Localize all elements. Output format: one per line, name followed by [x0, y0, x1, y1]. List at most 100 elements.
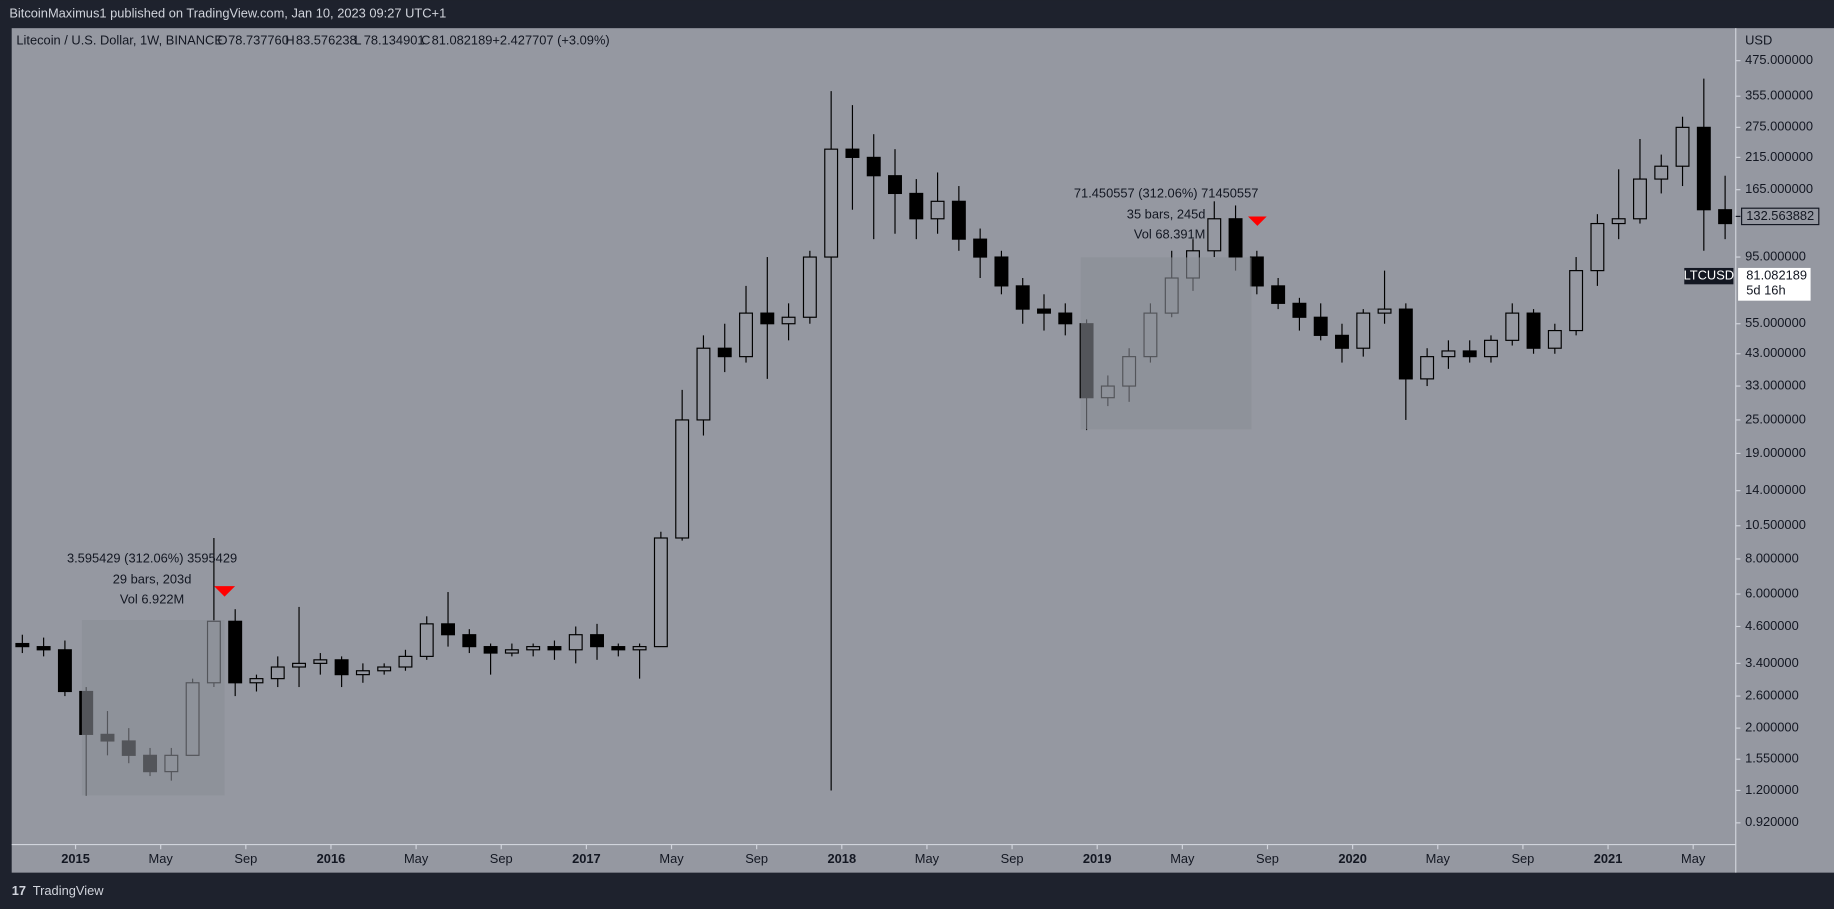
l-key: L [354, 32, 361, 47]
candle-body [419, 623, 434, 657]
candle-body [398, 655, 413, 668]
candle-body [1398, 308, 1413, 380]
x-tick-label: Sep [1256, 851, 1279, 866]
x-tick-label: Sep [745, 851, 768, 866]
candle-body [1292, 302, 1307, 318]
candle-body [1462, 350, 1477, 358]
o-value: 78.737760 [228, 32, 289, 47]
candle-body [1058, 312, 1073, 325]
chart-title: Litecoin / U.S. Dollar, 1W, BINANCE [16, 32, 223, 47]
symbol-price-box [1738, 267, 1811, 301]
candle-body [1335, 334, 1349, 349]
candle-body [1037, 308, 1051, 314]
candle-body [1590, 222, 1605, 272]
candle-body [526, 646, 541, 651]
x-tick-label: May [659, 851, 684, 866]
x-tick-label: May [915, 851, 940, 866]
measure-box [1080, 257, 1252, 430]
candle-body [611, 646, 626, 651]
candle-body [1718, 209, 1733, 225]
y-tick-label: 475.000000 [1745, 52, 1813, 67]
candle-body [441, 623, 456, 636]
candle-body [994, 256, 1009, 287]
candle-body [292, 662, 307, 668]
symbol-box [1684, 267, 1734, 285]
y-tick-label: 0.920000 [1745, 814, 1799, 829]
y-tick-label: 1.200000 [1745, 782, 1799, 797]
candle-body [1228, 218, 1243, 258]
candle-body [930, 200, 945, 220]
y-tick-label: 165.000000 [1745, 181, 1813, 196]
x-tick-label: May [404, 851, 429, 866]
y-tick-label: 33.000000 [1745, 377, 1806, 392]
candle-body [1632, 178, 1647, 220]
measure-volume: Vol 68.391M [1134, 227, 1206, 242]
x-tick-label: 2015 [61, 851, 90, 866]
x-tick-label: May [149, 851, 174, 866]
candle-body [909, 192, 924, 220]
y-tick-label: 14.000000 [1745, 482, 1806, 497]
y-tick-label: 215.000000 [1745, 149, 1813, 164]
measure-change: 3.595429 (312.06%) 3595429 [67, 551, 237, 566]
candle-body [653, 537, 668, 648]
measure-volume: Vol 6.922M [120, 592, 184, 607]
logo: 17 [12, 883, 26, 898]
last-price-label: 132.563882 [1746, 208, 1814, 223]
candle-body [270, 666, 285, 680]
y-tick-label: 8.000000 [1745, 550, 1799, 565]
candle-body [590, 634, 604, 648]
x-tick-label: 2019 [1083, 851, 1112, 866]
candle-body [888, 175, 902, 195]
candle-body [802, 256, 817, 318]
x-tick-label: Sep [1001, 851, 1024, 866]
candle-body [483, 646, 498, 654]
time-axis [11, 844, 1736, 873]
candle-body [845, 148, 860, 158]
measure-change: 71.450557 (312.06%) 71450557 [1074, 186, 1258, 201]
y-tick-label: 55.000000 [1745, 315, 1806, 330]
candle-body [1356, 312, 1371, 349]
candle-body [228, 620, 243, 684]
y-tick-label: 43.000000 [1745, 345, 1806, 360]
candle-body [1611, 218, 1626, 225]
candle-body [249, 678, 264, 684]
candle-body [57, 649, 72, 693]
price-axis [1735, 28, 1834, 873]
y-tick-label: 355.000000 [1745, 88, 1813, 103]
o-key: O [218, 32, 228, 47]
candle-body [1484, 339, 1498, 358]
candle-body [568, 634, 583, 651]
candle-body [1015, 285, 1030, 310]
y-tick-label: 4.600000 [1745, 618, 1799, 633]
candle-body [781, 316, 796, 325]
candle-body [1547, 329, 1562, 349]
candle-body [717, 347, 732, 358]
candle-body [739, 312, 753, 358]
y-tick-label: 3.400000 [1745, 655, 1799, 670]
y-tick-label: 1.550000 [1745, 751, 1799, 766]
candle-body [334, 659, 349, 676]
candle-body [1675, 126, 1690, 167]
x-tick-label: 2020 [1338, 851, 1367, 866]
candle-body [547, 646, 562, 651]
sell-marker [214, 586, 236, 597]
change: +2.427707 (+3.09%) [492, 32, 609, 47]
publisher: BitcoinMaximus1 published on TradingView… [9, 6, 446, 21]
c-key: C [421, 32, 430, 47]
measure-box [81, 620, 225, 796]
candle-body [824, 148, 839, 258]
x-tick-label: Sep [234, 851, 257, 866]
measure-bars: 29 bars, 203d [113, 572, 192, 587]
measures: 3.595429 (312.06%) 3595429 29 bars, 203d… [67, 186, 1267, 796]
ohlc-legend: O 78.737760 H 83.576238 L 78.134901 C 81… [218, 32, 610, 47]
candle-body [1313, 316, 1328, 336]
candle-body [1441, 350, 1456, 358]
candle-body [973, 238, 988, 258]
candle-body [696, 347, 711, 421]
footer: 17 TradingView [12, 883, 105, 898]
x-tick-label: 2016 [317, 851, 346, 866]
l-value: 78.134901 [364, 32, 425, 47]
c-value: 81.082189 [432, 32, 493, 47]
measure-bars: 35 bars, 245d [1127, 207, 1206, 222]
